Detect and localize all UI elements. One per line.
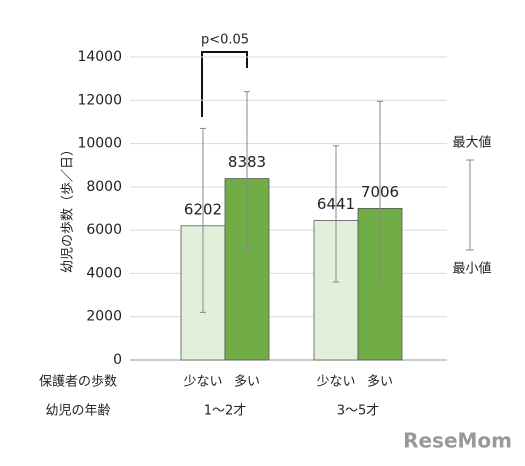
y-axis-label: 幼児の歩数（歩／日）: [61, 143, 76, 273]
y-tick-label: 0: [113, 352, 122, 368]
y-tick-label: 2000: [86, 309, 122, 325]
y-tick-label: 10000: [77, 136, 122, 152]
y-tick-label: 12000: [77, 92, 122, 108]
y-tick-label: 6000: [86, 222, 122, 238]
x-group-label: 幼児の年齢: [45, 404, 110, 419]
significance-label: p<0.05: [201, 33, 249, 48]
y-tick-label: 8000: [86, 179, 122, 195]
series-label: 少ない: [183, 375, 222, 390]
value-label: 6441: [317, 195, 355, 213]
max-label: 最大値: [452, 135, 491, 151]
series-label: 多い: [367, 374, 393, 390]
significance-bracket: [201, 51, 248, 117]
watermark: ReseMom: [403, 429, 512, 453]
series-label: 多い: [234, 374, 260, 390]
group-label: 3～5才: [337, 404, 380, 419]
y-tick-label: 4000: [86, 265, 122, 281]
value-label: 6202: [184, 200, 222, 218]
range-key: [466, 159, 474, 251]
series-label: 少ない: [316, 375, 355, 390]
value-label: 8383: [228, 153, 266, 171]
min-label: 最小値: [452, 261, 491, 277]
group-label: 1～2才: [204, 404, 247, 419]
value-label: 7006: [361, 183, 399, 201]
y-tick-label: 14000: [77, 49, 122, 65]
x-series-label: 保護者の歩数: [39, 374, 117, 390]
